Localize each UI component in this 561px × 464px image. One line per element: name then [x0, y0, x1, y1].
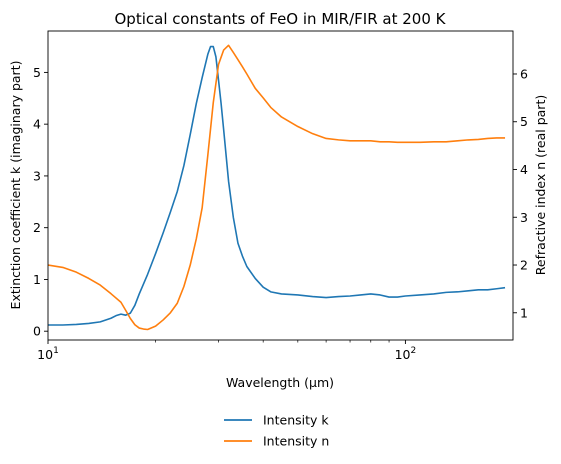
legend: Intensity k Intensity n — [224, 413, 329, 449]
x-axis-label: Wavelength (μm) — [226, 375, 334, 390]
y-left-tick-label: 1 — [33, 272, 41, 287]
y-left-tick-label: 3 — [33, 168, 41, 183]
plot-frame — [47, 30, 514, 341]
y-left-tick-label: 5 — [33, 65, 41, 80]
y-left-tick-label: 2 — [33, 220, 41, 235]
y-axis-right-label: Refractive index n (real part) — [533, 95, 548, 275]
y-right-tick-label: 4 — [520, 162, 528, 177]
plot-area — [48, 44, 506, 331]
axes: 0 1 2 3 4 5 1 2 3 4 5 6 101 102 — [33, 30, 528, 362]
x-tick-label: 102 — [395, 346, 417, 362]
y-right-tick-label: 5 — [520, 114, 528, 129]
y-axis-left-label: Extinction coefficient k (imaginary part… — [8, 61, 23, 310]
chart-title: Optical constants of FeO in MIR/FIR at 2… — [115, 10, 447, 28]
x-tick-label: 101 — [37, 346, 59, 362]
y-left-tick-label: 4 — [33, 117, 41, 132]
y-right-tick-label: 3 — [520, 210, 528, 225]
y-left-tick-label: 0 — [33, 324, 41, 339]
series-line-k — [48, 45, 506, 326]
legend-label-k: Intensity k — [263, 413, 329, 428]
series-line-n — [48, 44, 506, 331]
y-right-tick-label: 2 — [520, 258, 528, 273]
y-right-tick-label: 1 — [520, 305, 528, 320]
legend-label-n: Intensity n — [263, 434, 329, 449]
y-right-tick-label: 6 — [520, 66, 528, 81]
